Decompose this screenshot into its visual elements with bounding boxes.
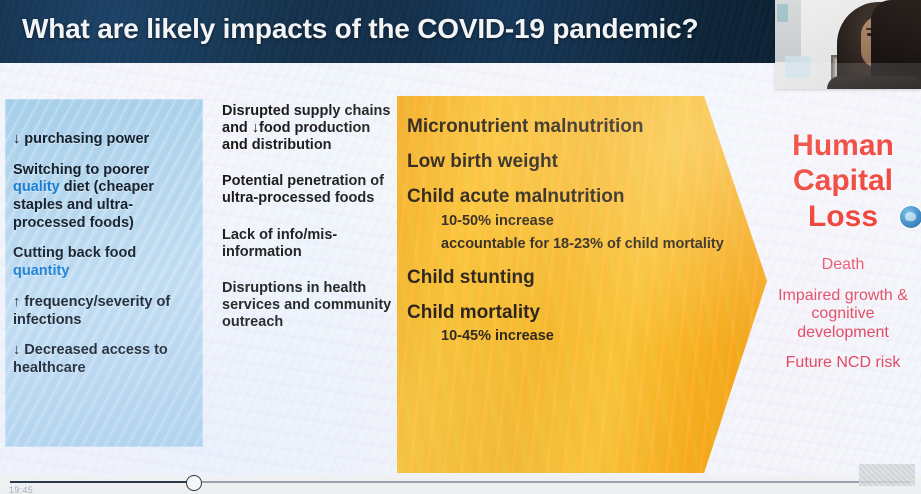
list-item: Cutting back food quantity <box>13 245 195 280</box>
outcome-heading: Child stunting <box>407 266 535 288</box>
heading-line-2: Capital <box>792 164 894 198</box>
outcome-detail: 10-50% increase <box>441 212 554 229</box>
chevron-shape <box>397 96 767 473</box>
presenter-webcam-overlay[interactable] <box>775 0 921 89</box>
organization-logo-icon <box>900 206 921 228</box>
list-item: ↑ frequency/severity of infections <box>13 294 195 329</box>
outcome-heading: Low birth weight <box>407 150 558 172</box>
list-item: ↓ purchasing power <box>13 131 195 149</box>
list-item-text: ↓ purchasing power <box>13 131 150 147</box>
title-band-sheen <box>0 0 921 63</box>
presenter-eye-left <box>867 33 874 36</box>
presenter-brow-left <box>866 28 875 30</box>
human-capital-loss-heading: Human Capital Loss <box>765 128 921 234</box>
presenter-shoulders <box>827 76 921 89</box>
slide-title-band: What are likely impacts of the COVID-19 … <box>0 0 921 63</box>
outcomes-chevron-block: Micronutrient malnutrition Low birth wei… <box>397 96 767 473</box>
player-corner-chip <box>859 464 915 486</box>
list-item: Disruptions in health services and commu… <box>222 279 392 330</box>
heading-line-1: Human <box>792 129 894 162</box>
list-item-text-tail: diet (cheaper staples and ultra-processe… <box>13 179 155 231</box>
list-item-text: Cutting back food <box>13 245 137 262</box>
progress-track[interactable] <box>10 481 911 483</box>
list-item: Future NCD risk <box>785 354 901 372</box>
list-item: Impaired growth & cognitive development <box>778 286 908 341</box>
list-item: Lack of info/mis-information <box>222 226 338 260</box>
heading-line-3: Loss <box>807 199 879 233</box>
timecode-label: 19:45 <box>9 485 34 494</box>
list-item-highlight: quantity <box>13 263 70 280</box>
list-item-highlight: quality <box>13 179 60 196</box>
list-item: Potential penetration of ultra-processed… <box>222 173 384 207</box>
systems-impacts-column: Disrupted supply chains and ↓food produc… <box>222 103 392 350</box>
video-player-bar[interactable]: 19:45 <box>0 464 921 494</box>
outcome-heading: Child acute malnutrition <box>407 185 625 207</box>
list-item: Death <box>821 256 865 274</box>
list-item-text: ↓ Decreased access to healthcare <box>13 342 168 376</box>
progress-scrubber-handle[interactable] <box>186 475 202 491</box>
list-item: ↓ Decreased access to healthcare <box>13 342 195 377</box>
list-item-text: Switching to poorer <box>13 161 150 178</box>
outcome-heading: Micronutrient malnutrition <box>407 116 644 137</box>
progress-filled[interactable] <box>10 481 192 483</box>
outcome-detail: accountable for 18-23% of child mortalit… <box>441 235 724 252</box>
webcam-wall-object <box>777 4 788 22</box>
webcam-paper <box>785 56 811 78</box>
household-impacts-panel: ↓ purchasing power Switching to poorer q… <box>5 99 203 447</box>
list-item: Switching to poorer quality diet (cheape… <box>13 162 195 233</box>
human-capital-loss-column: Human Capital Loss Death Impaired growth… <box>765 128 921 385</box>
list-item: Disrupted supply chains and ↓food produc… <box>222 103 391 154</box>
list-item-text: ↑ frequency/severity of infections <box>13 293 171 328</box>
outcome-detail: 10-45% increase <box>441 328 554 345</box>
presenter-hair-side <box>871 0 921 89</box>
page-title: What are likely impacts of the COVID-19 … <box>22 13 699 44</box>
outcome-heading: Child mortality <box>407 301 541 323</box>
